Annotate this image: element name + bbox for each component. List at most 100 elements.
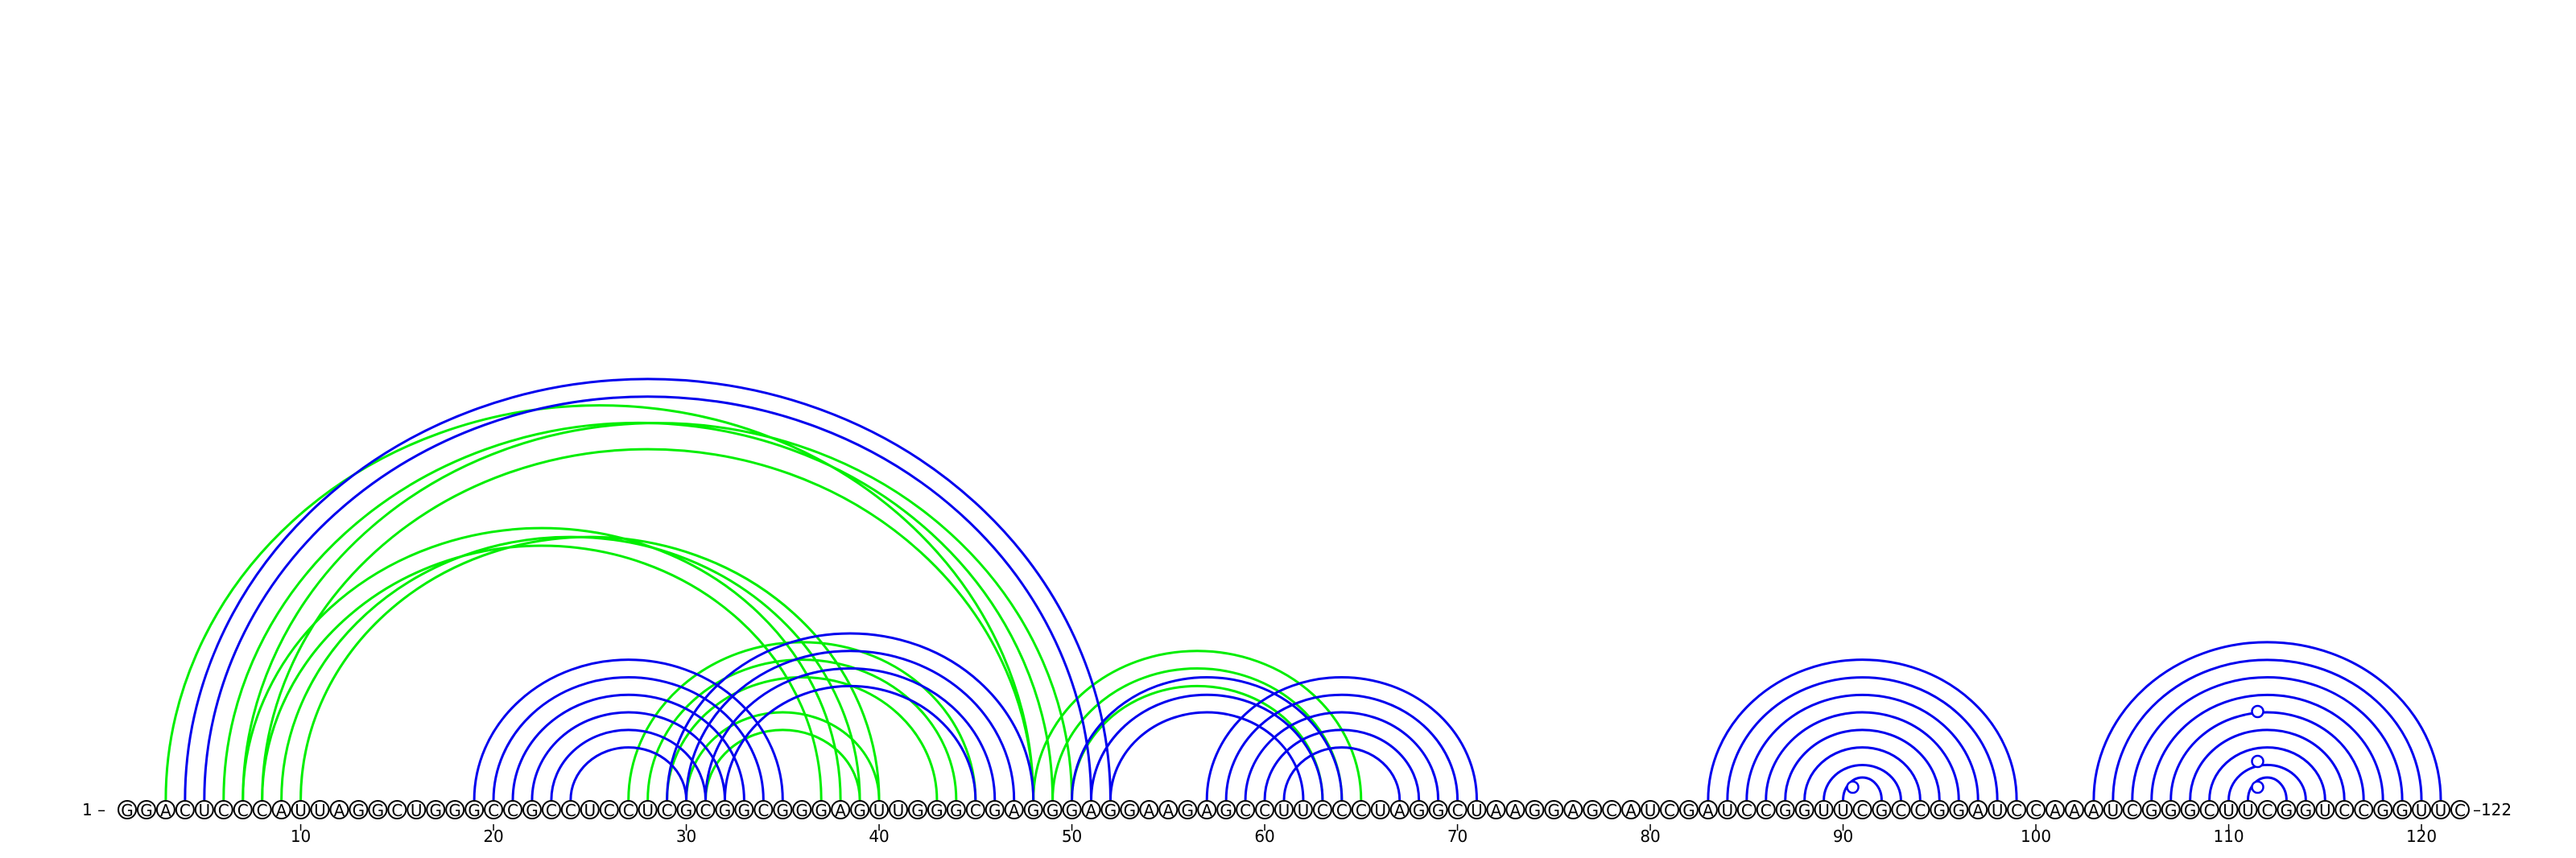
- tick-label: 120: [2406, 827, 2437, 846]
- nucleotide: C: [484, 800, 504, 820]
- nucleotide-letter: C: [2011, 801, 2022, 820]
- nucleotide-circle: [1717, 800, 1737, 819]
- nucleotide-letter: G: [1779, 801, 1792, 820]
- nucleotide: G: [464, 800, 485, 820]
- blue-arc-85-97: [1745, 693, 1979, 801]
- nucleotide-letter: G: [680, 801, 693, 820]
- blue-arc-107-117: [2169, 711, 2365, 801]
- loop-marker-icon: [2251, 704, 2264, 719]
- nucleotide-circle: [329, 800, 349, 819]
- nucleotide-circle: [985, 800, 1005, 819]
- nucleotide-letter: C: [180, 801, 191, 820]
- blue-arc-51-63: [1090, 693, 1324, 801]
- nucleotide-circle: [1197, 800, 1217, 819]
- nucleotide-circle: [271, 800, 291, 819]
- nucleotide-letter: G: [777, 801, 790, 820]
- nucleotide-letter: G: [1027, 801, 1040, 820]
- nucleotide: U: [1467, 800, 1487, 820]
- nucleotide-circle: [1814, 800, 1834, 819]
- nucleotide-circle: [1641, 800, 1661, 819]
- nucleotide: C: [2007, 800, 2027, 820]
- blue-arc-60-68: [1263, 728, 1421, 801]
- nucleotide-letter: G: [1182, 801, 1195, 820]
- nucleotide: A: [329, 800, 349, 820]
- nucleotide: U: [580, 800, 600, 820]
- nucleotide: G: [1949, 800, 1969, 820]
- nucleotide-circle: [2334, 800, 2355, 819]
- blue-arc-106-118: [2150, 693, 2384, 801]
- loop-markers-layer: [1846, 704, 2264, 794]
- blue-arc-108-116: [2189, 728, 2346, 801]
- nucleotide-circle: [1331, 800, 1352, 819]
- nucleotide-letter: G: [931, 801, 943, 820]
- nucleotide-letter: A: [1703, 801, 1714, 820]
- blue-arc-90-92: [1842, 776, 1883, 801]
- arcs-layer: [164, 377, 2442, 801]
- nucleotide-letter: A: [1144, 801, 1155, 820]
- nucleotide-circle: [522, 800, 542, 819]
- tick-label: 20: [483, 827, 503, 846]
- blue-arc-61-67: [1282, 746, 1402, 801]
- nucleotide-letter: C: [604, 801, 615, 820]
- nucleotide-letter: G: [2165, 801, 2178, 820]
- nucleotide-letter: C: [237, 801, 249, 820]
- nucleotide-circle: [773, 800, 793, 819]
- nucleotide-letter: A: [276, 801, 287, 820]
- nucleotide-letter: C: [1741, 801, 1752, 820]
- nucleotide-letter: A: [160, 801, 171, 820]
- nucleotide: C: [541, 800, 561, 820]
- nucleotide-letter: U: [1374, 801, 1386, 820]
- blue-arc-23-31: [550, 728, 707, 801]
- nucleotide: C: [1447, 800, 1468, 820]
- nucleotide: G: [1216, 800, 1236, 820]
- nucleotide: G: [946, 800, 966, 820]
- nucleotide-circle: [2122, 800, 2142, 819]
- nucleotide-letter: C: [1259, 801, 1270, 820]
- nucleotide: G: [1930, 800, 1950, 820]
- nucleotide-letter: G: [989, 801, 1001, 820]
- nucleotide: C: [1852, 800, 1872, 820]
- nucleotide-circle: [1563, 800, 1583, 819]
- nucleotide: G: [1775, 800, 1795, 820]
- nucleotide: A: [1139, 800, 1159, 820]
- nucleotide-circle: [965, 800, 985, 819]
- nucleotide: G: [715, 800, 735, 820]
- nucleotide: C: [1602, 800, 1622, 820]
- nucleotide-circle: [889, 800, 908, 819]
- nucleotide-circle: [2219, 800, 2239, 819]
- nucleotide-letter: C: [565, 801, 576, 820]
- nucleotide: U: [1814, 800, 1834, 820]
- nucleotide-circle: [792, 800, 812, 819]
- nucleotide-circle: [2026, 800, 2046, 819]
- nucleotide-letter: A: [1201, 801, 1212, 820]
- nucleotide: G: [1794, 800, 1814, 820]
- nucleotide: C: [2334, 800, 2355, 820]
- nucleotide: A: [1968, 800, 1988, 820]
- nucleotide: G: [1100, 800, 1121, 820]
- nucleotide-letter: G: [1066, 801, 1079, 820]
- nucleotide-circle: [155, 800, 175, 819]
- nucleotide: U: [2412, 800, 2432, 820]
- tick-label: 110: [2213, 827, 2244, 846]
- nucleotide-letter: G: [2281, 801, 2293, 820]
- nucleotide-letter: G: [448, 801, 461, 820]
- nucleotide: U: [1833, 800, 1853, 820]
- nucleotide: A: [1158, 800, 1179, 820]
- nucleotide-circle: [1698, 800, 1718, 819]
- tick-label: 40: [869, 827, 889, 846]
- nucleotide: A: [2064, 800, 2084, 820]
- nucleotide-letter: G: [429, 801, 442, 820]
- blue-arc-52-62: [1108, 711, 1305, 801]
- nucleotide-circle: [1794, 800, 1814, 819]
- nucleotide-letter: G: [1104, 801, 1117, 820]
- green-arc-30-40: [685, 711, 881, 801]
- blue-arc-58-70: [1224, 693, 1459, 801]
- nucleotide-letter: C: [970, 801, 981, 820]
- blue-arc-110-114: [2227, 763, 2307, 801]
- nucleotide-letter: U: [198, 801, 210, 820]
- nucleotide-circle: [426, 800, 446, 819]
- blue-arc-84-98: [1726, 676, 1999, 801]
- nucleotide-circle: [2064, 800, 2084, 819]
- nucleotide: A: [155, 800, 175, 820]
